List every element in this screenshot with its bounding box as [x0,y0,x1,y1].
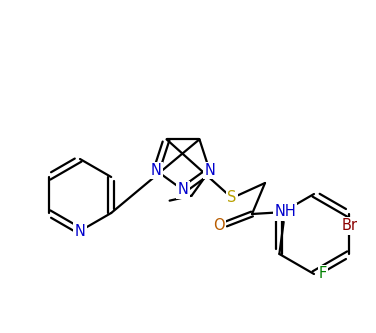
Text: Br: Br [342,218,358,233]
Text: N: N [204,163,215,178]
Text: S: S [227,190,237,205]
Text: N: N [177,182,188,197]
Text: NH: NH [274,204,296,219]
Text: F: F [319,266,327,281]
Text: O: O [213,218,225,233]
Text: N: N [74,223,85,238]
Text: N: N [151,163,162,178]
